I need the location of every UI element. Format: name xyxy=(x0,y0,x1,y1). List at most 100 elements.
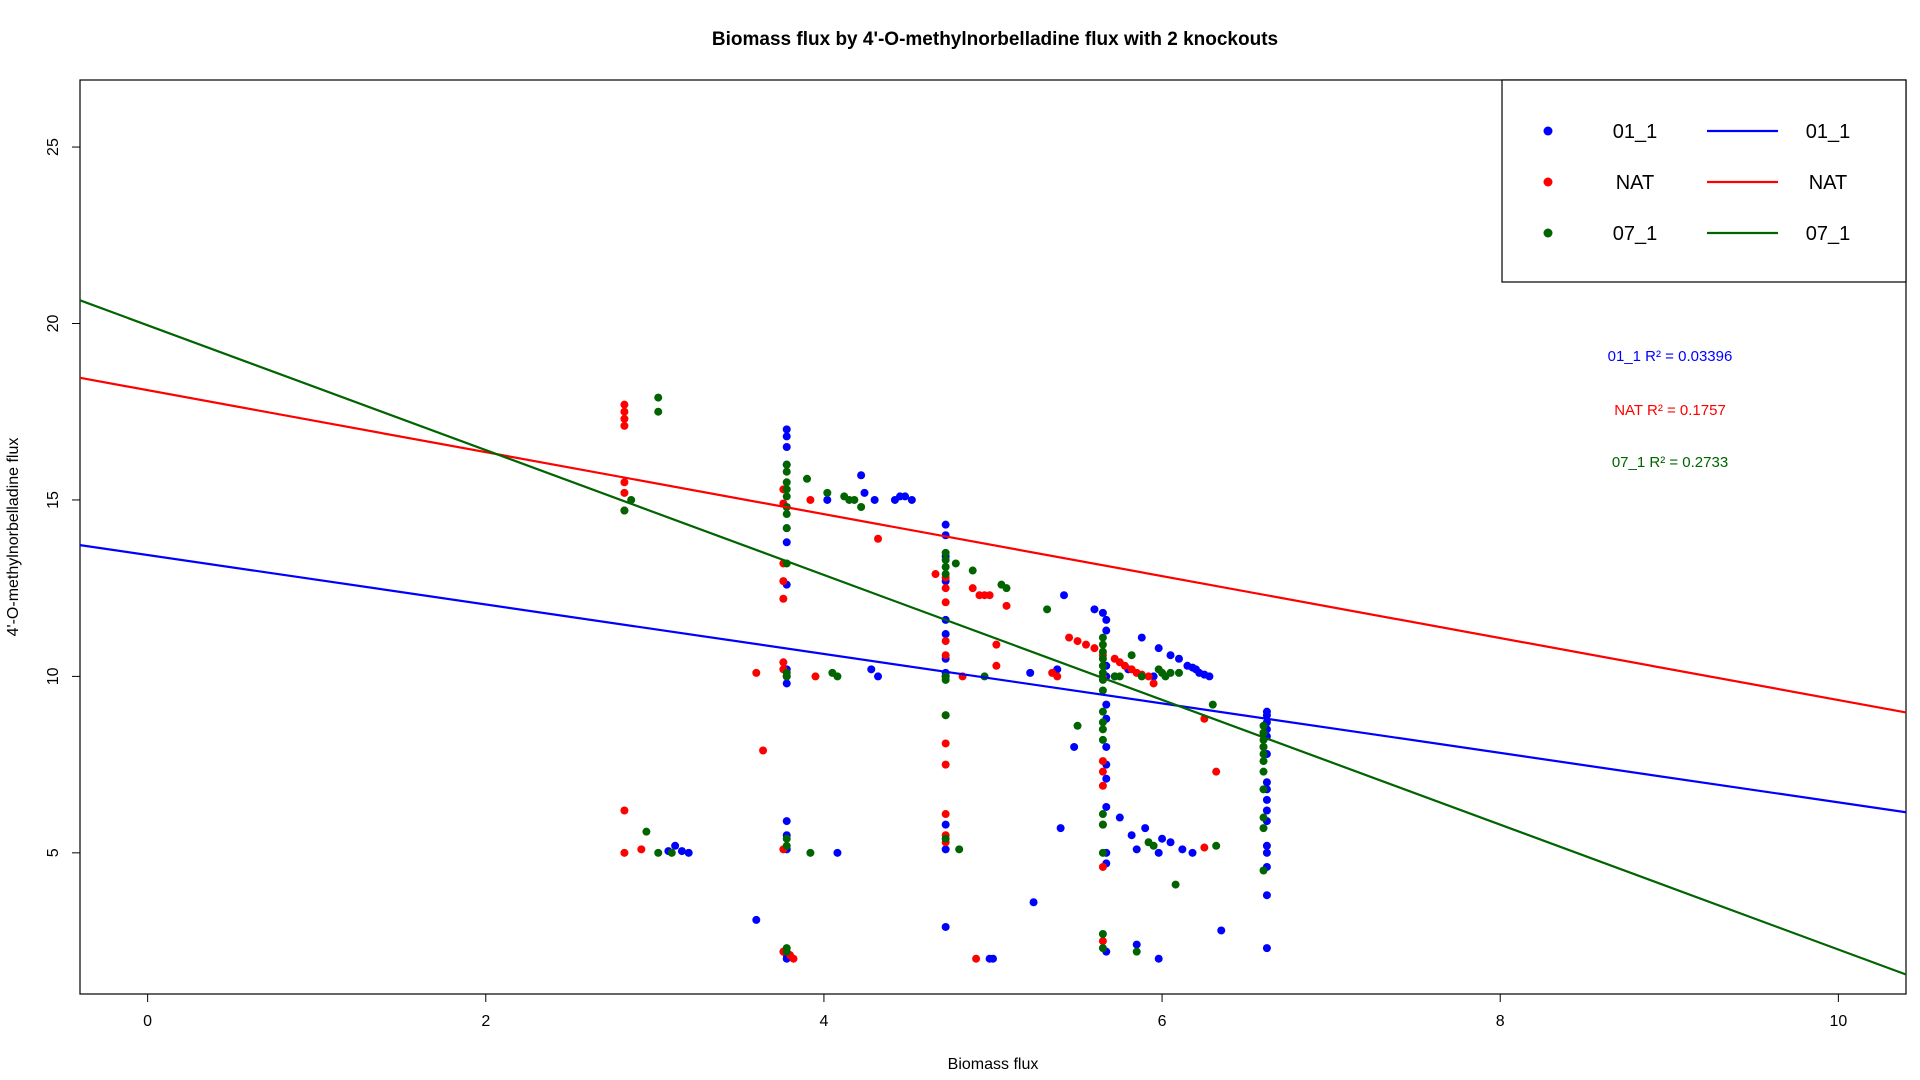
data-point xyxy=(860,488,869,497)
data-point xyxy=(1127,651,1136,660)
data-point xyxy=(989,954,997,963)
data-point xyxy=(1259,721,1268,730)
data-point xyxy=(1098,725,1107,734)
r2-value: 0.1757 xyxy=(1680,402,1726,419)
data-point xyxy=(1053,672,1062,681)
data-point xyxy=(968,566,977,575)
r2-series-name: NAT xyxy=(1614,402,1643,419)
data-point xyxy=(1002,601,1011,610)
data-point xyxy=(782,672,791,681)
data-point xyxy=(782,538,791,547)
data-points xyxy=(620,393,1271,963)
x-tick-label: 10 xyxy=(1829,1013,1847,1030)
data-point xyxy=(1115,813,1124,822)
data-point xyxy=(654,393,663,402)
data-point xyxy=(941,570,950,579)
data-point xyxy=(671,841,680,850)
data-point xyxy=(1098,640,1107,649)
data-point xyxy=(1098,810,1107,819)
legend-point-label: NAT xyxy=(1616,172,1655,194)
data-point xyxy=(1098,668,1107,677)
data-point xyxy=(1149,679,1158,688)
data-point xyxy=(1158,834,1167,843)
data-point xyxy=(941,598,950,607)
data-point xyxy=(941,562,950,571)
x-tick-label: 0 xyxy=(143,1013,152,1030)
chart-title: Biomass flux by 4'-O-methylnorbelladine … xyxy=(712,29,1278,50)
data-point xyxy=(782,478,791,487)
data-point xyxy=(1132,845,1141,854)
data-point xyxy=(857,471,866,480)
data-point xyxy=(941,675,950,684)
legend-line-label: NAT xyxy=(1809,172,1848,194)
y-tick-label: 20 xyxy=(45,314,62,332)
data-point xyxy=(1120,661,1129,670)
data-point xyxy=(1259,866,1268,875)
data-point xyxy=(1102,700,1111,709)
r2-annotation-01_1: 01_1 R² = 0.03396 xyxy=(1608,348,1733,365)
data-point xyxy=(1102,774,1111,783)
data-point xyxy=(1259,767,1268,776)
data-point xyxy=(1166,838,1175,847)
data-point xyxy=(1149,841,1158,850)
data-point xyxy=(1132,947,1141,956)
data-point xyxy=(779,594,788,603)
data-point xyxy=(941,711,950,720)
data-point xyxy=(1178,845,1187,854)
data-point xyxy=(752,915,761,924)
data-point xyxy=(1174,668,1183,677)
data-point xyxy=(1132,940,1141,949)
data-point xyxy=(759,746,768,755)
data-point xyxy=(1043,605,1052,614)
legend-line-label: 07_1 xyxy=(1806,223,1851,245)
data-point xyxy=(1102,626,1111,635)
data-point xyxy=(1137,672,1146,681)
legend-point-label: 01_1 xyxy=(1613,121,1658,143)
data-point xyxy=(782,443,791,452)
regression-line-NAT xyxy=(80,376,1906,714)
data-point xyxy=(1029,898,1038,907)
data-point xyxy=(951,559,960,568)
legend-point-marker xyxy=(1543,177,1553,187)
data-point xyxy=(1098,686,1107,695)
data-point xyxy=(620,806,629,815)
data-point xyxy=(941,630,950,639)
r2-series-name: 01_1 xyxy=(1608,348,1641,365)
data-point xyxy=(1262,795,1271,804)
data-point xyxy=(779,658,788,667)
data-point xyxy=(972,954,981,963)
data-point xyxy=(1166,651,1175,660)
data-point xyxy=(1259,742,1268,751)
data-point xyxy=(941,760,950,769)
data-point xyxy=(1098,944,1107,953)
data-point xyxy=(941,922,950,931)
data-point xyxy=(823,495,832,504)
data-point xyxy=(968,584,977,593)
data-point xyxy=(1174,654,1183,663)
data-point xyxy=(667,848,676,857)
data-point xyxy=(782,679,791,688)
x-tick-label: 8 xyxy=(1496,1013,1505,1030)
x-tick-label: 2 xyxy=(481,1013,490,1030)
data-point xyxy=(1115,672,1124,681)
data-point xyxy=(789,954,798,963)
y-tick-label: 10 xyxy=(45,667,62,685)
data-point xyxy=(1217,926,1226,935)
data-point xyxy=(642,827,651,836)
data-point xyxy=(654,407,663,416)
data-point xyxy=(941,555,950,564)
data-point xyxy=(1259,824,1268,833)
data-point xyxy=(1262,778,1271,787)
data-point xyxy=(1137,633,1146,642)
series-07_1-points xyxy=(620,393,1268,956)
y-axis: 5 10 15 20 25 xyxy=(45,138,81,857)
data-point xyxy=(779,577,788,586)
data-point xyxy=(1090,644,1099,653)
data-point xyxy=(941,820,950,829)
data-point xyxy=(1154,644,1163,653)
data-point xyxy=(620,407,629,416)
data-point xyxy=(782,841,791,850)
data-point xyxy=(992,661,1001,670)
data-point xyxy=(1098,654,1107,663)
